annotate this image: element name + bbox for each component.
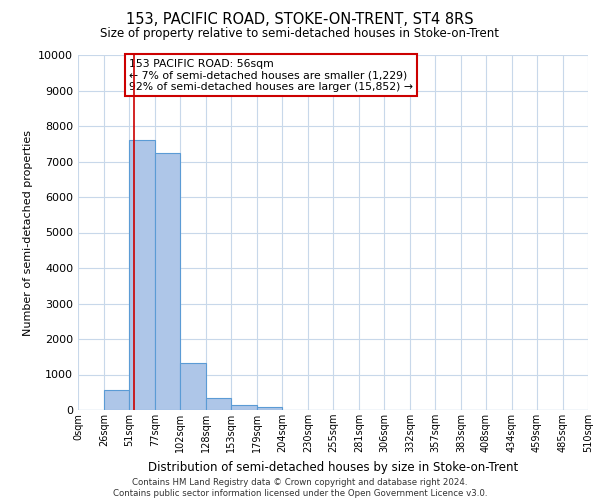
Bar xyxy=(180,363,206,410)
Bar xyxy=(257,407,282,410)
Bar xyxy=(104,390,129,410)
Y-axis label: Number of semi-detached properties: Number of semi-detached properties xyxy=(23,130,32,336)
Bar xyxy=(206,398,231,410)
X-axis label: Distribution of semi-detached houses by size in Stoke-on-Trent: Distribution of semi-detached houses by … xyxy=(148,460,518,473)
Bar xyxy=(231,406,257,410)
Text: 153, PACIFIC ROAD, STOKE-ON-TRENT, ST4 8RS: 153, PACIFIC ROAD, STOKE-ON-TRENT, ST4 8… xyxy=(126,12,474,28)
Bar xyxy=(155,152,180,410)
Text: 153 PACIFIC ROAD: 56sqm
← 7% of semi-detached houses are smaller (1,229)
92% of : 153 PACIFIC ROAD: 56sqm ← 7% of semi-det… xyxy=(129,58,413,92)
Text: Size of property relative to semi-detached houses in Stoke-on-Trent: Size of property relative to semi-detach… xyxy=(101,28,499,40)
Text: Contains HM Land Registry data © Crown copyright and database right 2024.
Contai: Contains HM Land Registry data © Crown c… xyxy=(113,478,487,498)
Bar xyxy=(129,140,155,410)
